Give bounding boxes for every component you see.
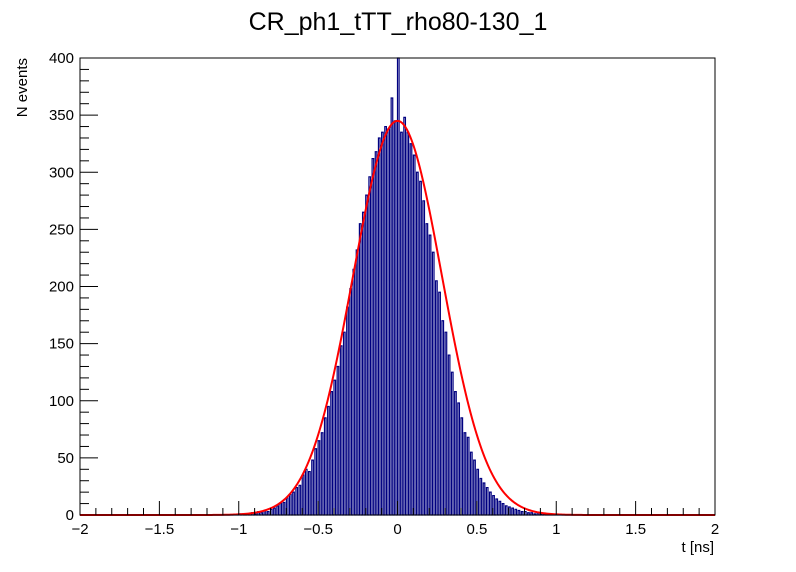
- y-tick-label: 50: [57, 450, 74, 467]
- y-tick-label: 150: [49, 336, 74, 353]
- x-tick-label: 0.5: [466, 521, 487, 538]
- x-tick-label: −2: [71, 521, 88, 538]
- y-tick-label: 100: [49, 393, 74, 410]
- y-tick-label: 250: [49, 221, 74, 238]
- x-tick-label: −1: [230, 521, 247, 538]
- histogram-series: [80, 57, 715, 516]
- y-tick-label: 300: [49, 164, 74, 181]
- y-tick-label: 400: [49, 50, 74, 67]
- y-axis-title: N events: [14, 58, 31, 117]
- x-tick-label: 0: [393, 521, 401, 538]
- axes: −2 −1.5 −1 −0.5 0 0.5 1 1.5 2 0 50 100 150 200 250 300 3…: [49, 50, 719, 538]
- y-tick-label: 350: [49, 107, 74, 124]
- y-tick-label: 200: [49, 279, 74, 296]
- y-tick-label: 0: [66, 507, 74, 524]
- x-tick-label: 2: [711, 521, 719, 538]
- x-axis-title: t [ns]: [681, 539, 714, 556]
- x-tick-label: −0.5: [303, 521, 333, 538]
- plot-area: [80, 57, 715, 516]
- x-tick-label: 1: [552, 521, 560, 538]
- x-tick-label: 1.5: [625, 521, 646, 538]
- x-tick-label: −1.5: [145, 521, 175, 538]
- chart-title: CR_ph1_tTT_rho80-130_1: [249, 8, 548, 36]
